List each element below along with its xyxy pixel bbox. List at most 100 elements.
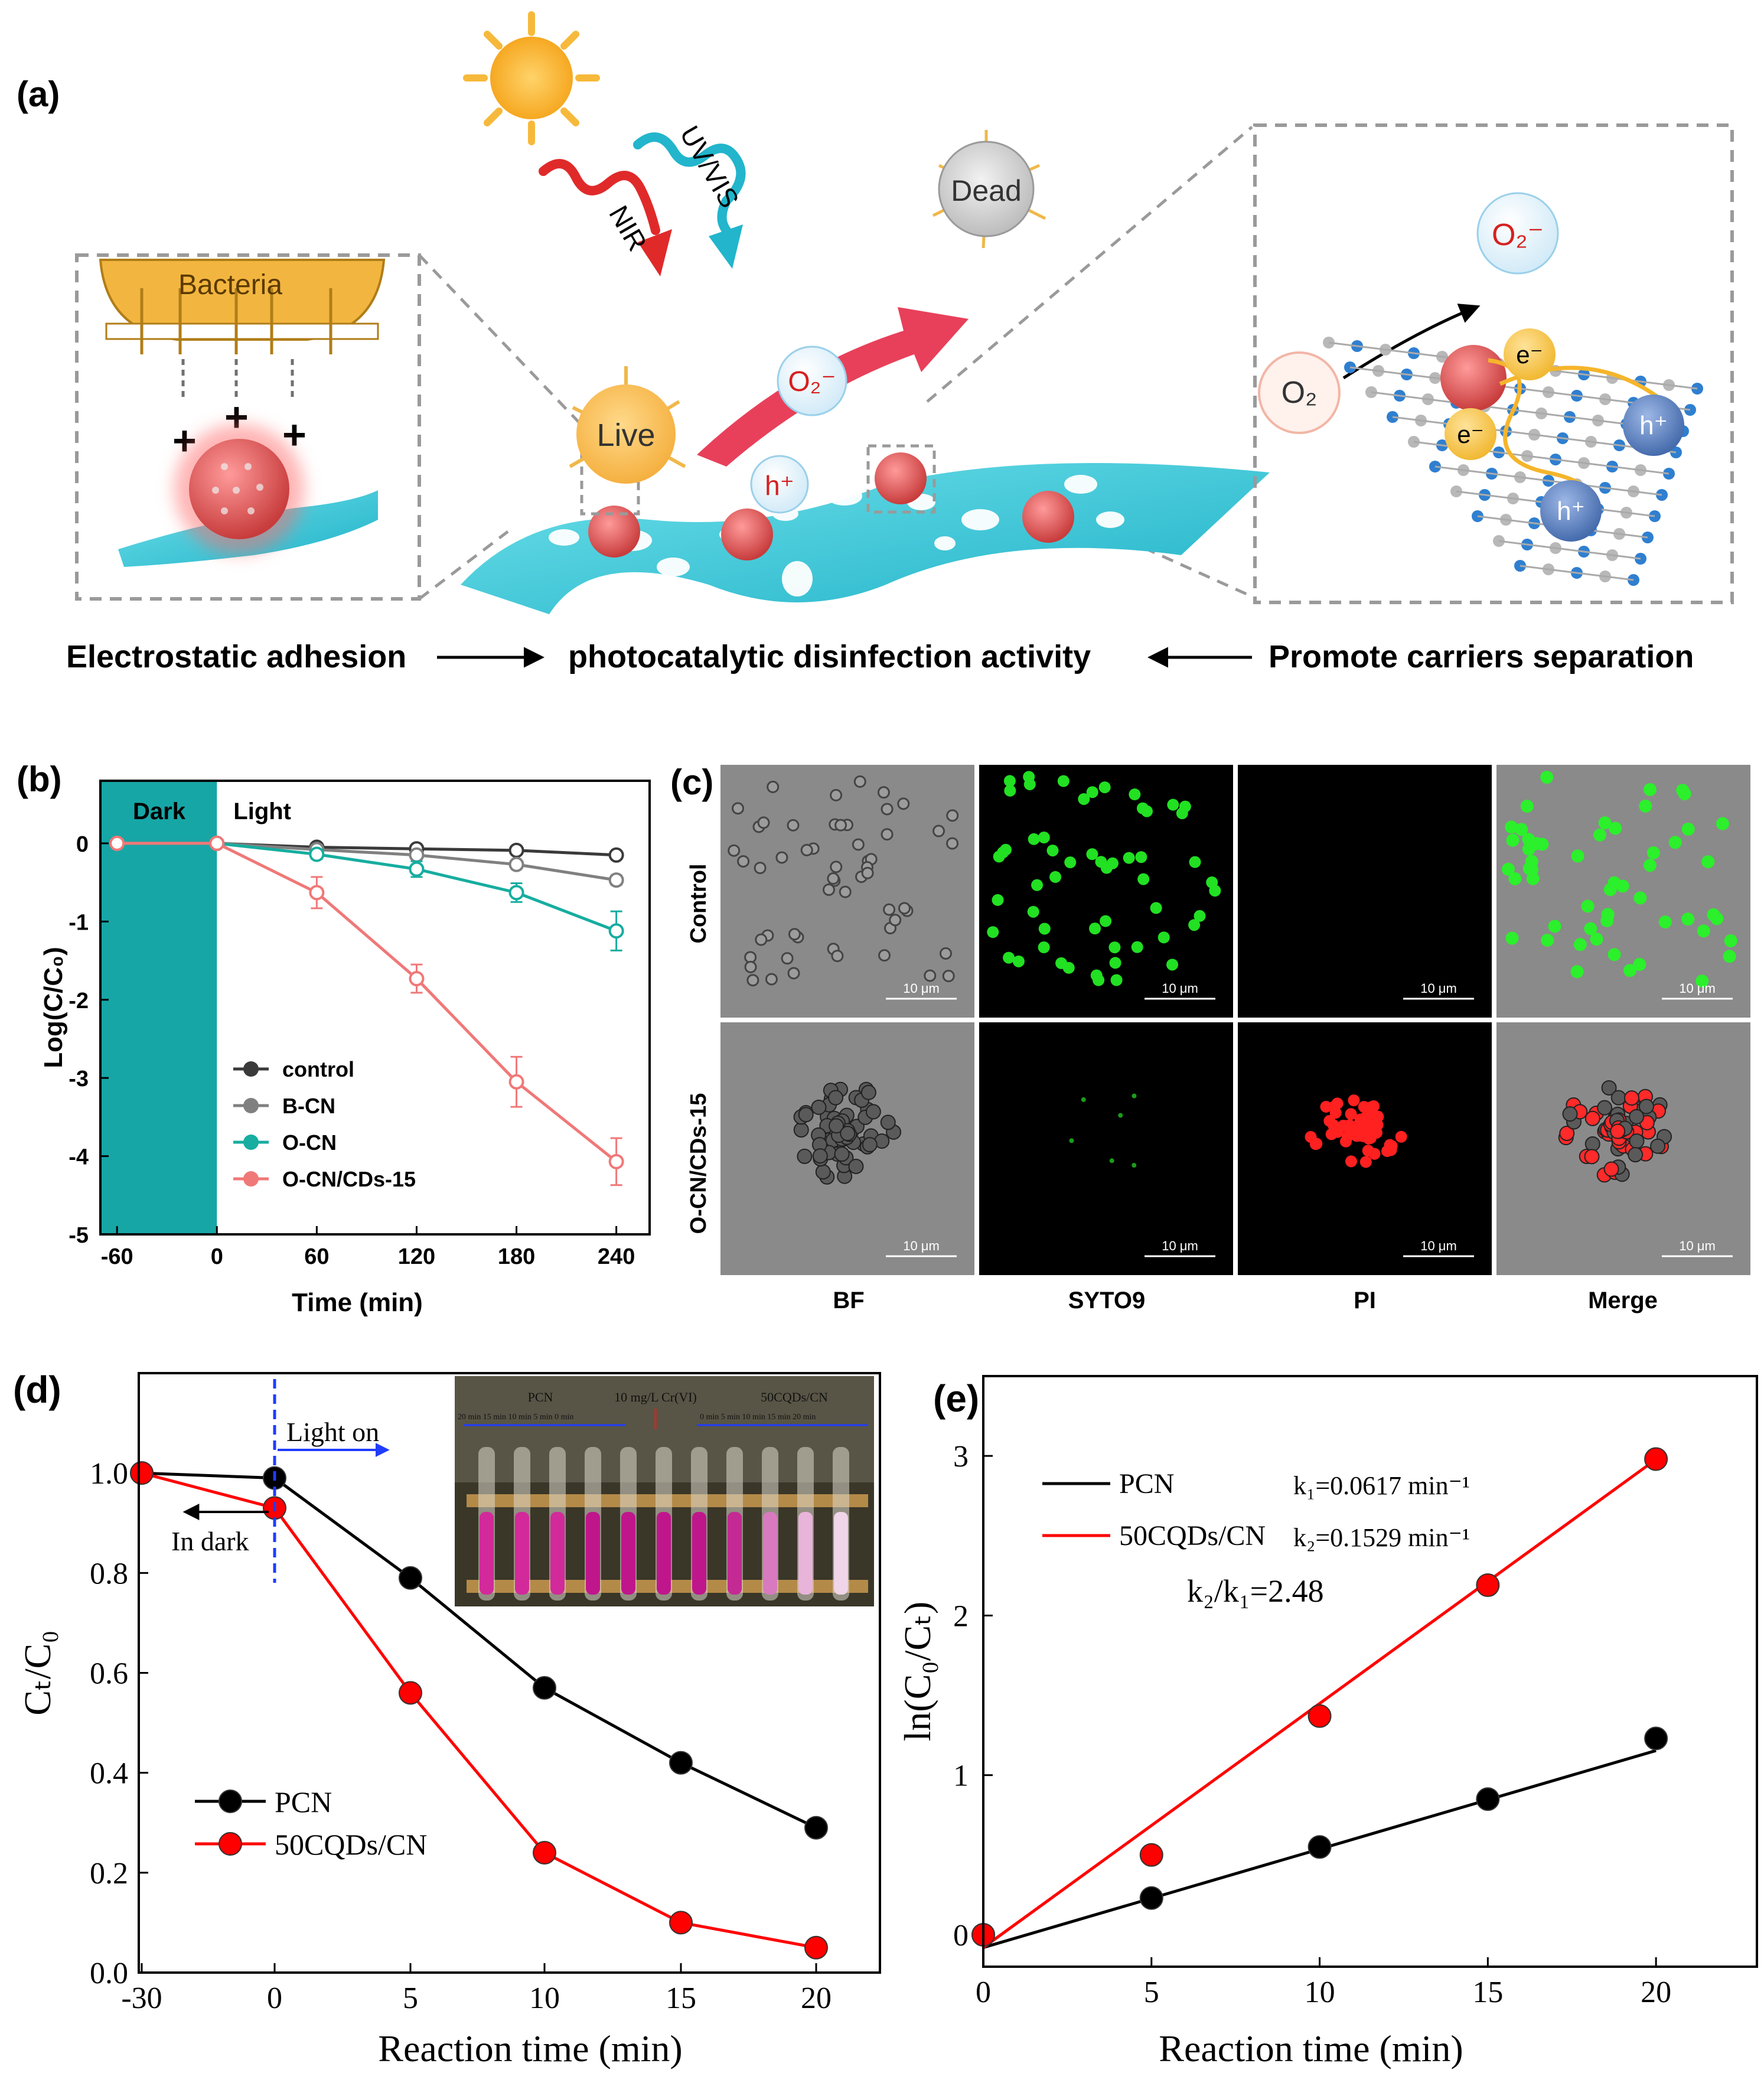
cell-live <box>1716 817 1729 830</box>
scale-bar-label: 10 μm <box>1679 981 1716 996</box>
cell <box>1597 1100 1613 1116</box>
legend-marker <box>243 1135 259 1150</box>
cell-live <box>1028 833 1040 845</box>
micrograph-0-2 <box>1238 765 1492 1018</box>
data-point <box>209 835 225 851</box>
light-label: Light <box>233 798 291 824</box>
cell-live <box>1609 822 1622 835</box>
lattice-bond <box>1413 352 1443 358</box>
cell-live <box>1093 974 1105 986</box>
sheet-nanoparticle <box>588 506 640 558</box>
cell <box>1629 1133 1645 1149</box>
cell <box>1638 1099 1654 1114</box>
data-point <box>109 835 125 851</box>
lattice-bond <box>1328 341 1358 347</box>
panel-a-label: (a) <box>17 74 60 114</box>
cell-live <box>1590 933 1603 946</box>
cell-live <box>1643 859 1657 872</box>
lattice-bond <box>1548 391 1577 397</box>
tube-liquid <box>515 1512 529 1595</box>
cell-dead <box>1305 1131 1317 1143</box>
tube-liquid <box>621 1512 635 1595</box>
panel-d-axes-frame <box>138 1372 881 1974</box>
cell-live <box>1724 934 1737 947</box>
x-tick-label: 240 <box>598 1244 635 1269</box>
data-point <box>508 885 524 901</box>
cell-live <box>1135 851 1147 863</box>
cell-live <box>1003 775 1016 787</box>
y-tick-label: 0.0 <box>90 1957 128 1990</box>
data-point <box>1644 1447 1668 1471</box>
cell <box>830 788 843 801</box>
panel-b-ylabel: Log(C/C₀) <box>39 947 68 1068</box>
inset-left-times: 20 min 15 min 10 min 5 min 0 min <box>458 1413 573 1422</box>
lattice-bond <box>1597 508 1627 514</box>
data-point <box>533 1841 556 1865</box>
cell-live <box>1584 922 1597 936</box>
hole-bubble-right <box>1623 395 1684 456</box>
legend-marker <box>243 1171 259 1187</box>
x-tick-label: 10 <box>529 1981 560 2015</box>
x-tick-label: 5 <box>1144 1976 1159 2009</box>
cell-live <box>987 926 999 938</box>
cell <box>798 1107 814 1123</box>
o2-radical-label-right: O₂⁻ <box>1492 218 1544 252</box>
cell-dead <box>1320 1100 1332 1113</box>
cell-dead <box>1368 1148 1381 1160</box>
cell <box>767 780 780 793</box>
tube-liquid <box>550 1512 565 1595</box>
lattice-bond <box>1505 519 1535 524</box>
cell-live <box>1194 910 1206 922</box>
microscopy-grid: 10 μm 10 μm 10 μm 10 μm 10 μm 10 μm 10 μm 10 μm <box>720 765 1750 1275</box>
lattice-bond <box>1576 572 1606 578</box>
cell <box>852 838 865 851</box>
hole-bubble <box>750 455 809 514</box>
row-label-control: Control <box>686 863 711 943</box>
lattice-bond <box>1512 409 1542 415</box>
dead-label: Dead <box>951 174 1022 207</box>
tube-liquid <box>763 1512 777 1595</box>
y-tick-label: -1 <box>69 910 89 935</box>
cell-live <box>1188 919 1201 931</box>
uvvis-label: UV/VIS <box>674 120 745 213</box>
y-tick-label: -2 <box>69 989 89 1013</box>
lattice-bond <box>1434 465 1464 471</box>
lattice-bond <box>1583 373 1613 379</box>
data-point <box>533 1676 556 1700</box>
cell-live <box>1086 848 1098 861</box>
k2-annotation: k₂=0.1529 min⁻¹ <box>1293 1523 1470 1552</box>
cell-live <box>1123 852 1135 864</box>
cell-live <box>1681 912 1695 926</box>
hole-label: h⁺ <box>1557 497 1585 526</box>
panel-b-plot: -60 0 60 120 180 240 0 -1 -2 -3 -4 -5 control B-CN O-C… <box>69 832 635 1269</box>
cell-live <box>1697 924 1710 938</box>
cell <box>946 837 959 850</box>
dead-bacterium: Dead <box>932 130 1046 249</box>
col-label-pi: PI <box>1354 1288 1376 1313</box>
x-tick-label: 20 <box>801 1981 832 2015</box>
lattice-bond <box>1484 494 1514 500</box>
legend-label: O-CN/CDs-15 <box>282 1167 416 1191</box>
micrograph-1-1 <box>979 1022 1233 1275</box>
lattice-bond <box>1633 490 1662 496</box>
panel-c-label: (c) <box>670 762 713 802</box>
lattice-bond <box>1357 345 1386 351</box>
cell-faint <box>1132 1163 1137 1168</box>
lattice-bond <box>1640 469 1670 475</box>
cell-live <box>1522 862 1536 875</box>
cell <box>757 816 770 829</box>
cell <box>1603 1161 1619 1177</box>
cell-live <box>1505 931 1519 945</box>
cell-live <box>1089 923 1101 935</box>
cell-live <box>1548 920 1561 933</box>
lattice-bond <box>1392 416 1421 422</box>
tube-liquid <box>728 1512 742 1595</box>
membrane-layer <box>105 322 379 340</box>
data-point <box>608 847 624 863</box>
lattice-bond <box>1605 575 1634 581</box>
cell-live <box>1668 836 1682 849</box>
lattice-bond <box>1668 384 1698 390</box>
bacteria-membrane-shape <box>99 258 386 341</box>
cell-live <box>1646 846 1660 859</box>
cell <box>932 824 945 837</box>
